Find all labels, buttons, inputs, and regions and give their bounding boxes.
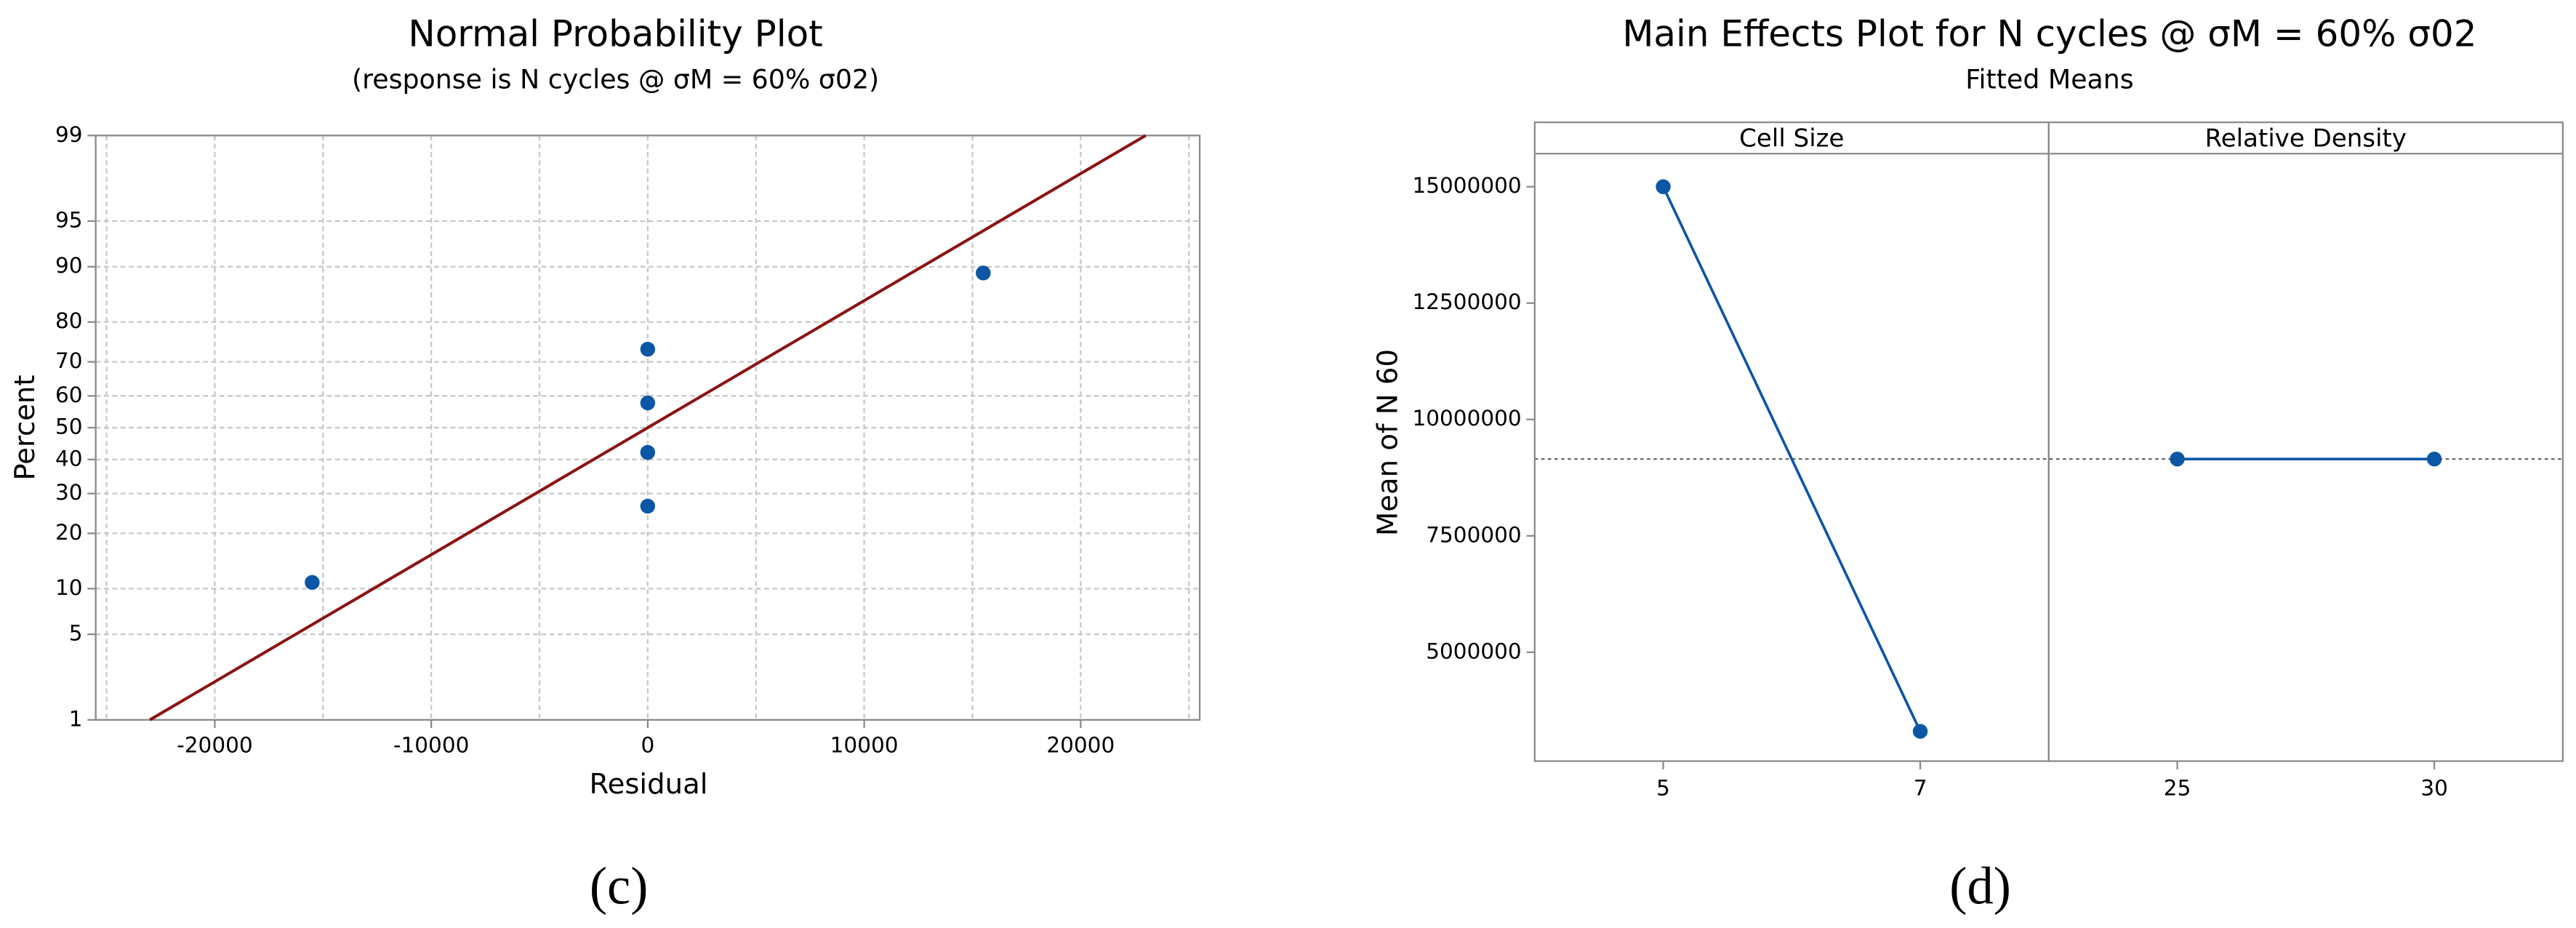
y-tick-label: 5000000	[1426, 639, 1521, 663]
chart-title: Main Effects Plot for N cycles @ σM = 60…	[1622, 13, 2476, 55]
y-tick-label: 20	[55, 520, 83, 545]
data-point	[2426, 451, 2442, 467]
data-point	[2170, 451, 2185, 467]
fit-line	[149, 134, 1147, 721]
y-tick-label: 1	[69, 706, 83, 731]
panel-frame	[1533, 121, 2050, 762]
data-point	[640, 341, 656, 357]
y-tick-label: 10	[55, 575, 83, 600]
x-tick-label: 20000	[1046, 733, 1115, 758]
panel-title: Cell Size	[1739, 124, 1844, 153]
x-tick-label: 25	[2164, 776, 2191, 801]
x-tick-label: 5	[1656, 776, 1670, 801]
data-point	[640, 498, 656, 514]
data-point	[640, 395, 656, 411]
y-tick-label: 15000000	[1413, 173, 1522, 198]
data-point	[976, 265, 991, 281]
caption: (d)	[1949, 857, 2011, 916]
data-point	[305, 575, 320, 591]
x-tick-label: -10000	[393, 733, 470, 758]
y-tick-label: 30	[55, 480, 83, 505]
x-tick-label: 0	[641, 733, 654, 758]
y-tick-label: 70	[55, 348, 83, 373]
y-tick-label: 10000000	[1413, 406, 1522, 431]
y-tick-label: 7500000	[1426, 522, 1521, 547]
effect-line	[1661, 185, 1922, 732]
y-tick-label: 5	[69, 621, 83, 646]
y-tick-label: 60	[55, 383, 83, 407]
y-axis-label: Percent	[9, 375, 41, 480]
y-tick-label: 90	[55, 253, 83, 278]
chart-subtitle: (response is N cycles @ σM = 60% σ02)	[352, 63, 879, 95]
x-axis-label: Residual	[590, 768, 708, 801]
panel-title: Relative Density	[2205, 124, 2407, 153]
x-tick-label: 30	[2420, 776, 2448, 801]
y-axis-label: Mean of N 60	[1372, 349, 1405, 536]
chart-title: Normal Probability Plot	[408, 13, 822, 55]
y-tick-label: 80	[55, 308, 83, 333]
x-tick-label: 10000	[830, 733, 899, 758]
chart-subtitle: Fitted Means	[1965, 63, 2134, 95]
caption: (c)	[590, 857, 649, 916]
y-tick-label: 99	[55, 122, 83, 147]
data-point	[640, 444, 656, 460]
data-point	[1912, 724, 1928, 739]
x-tick-label: 7	[1914, 776, 1927, 801]
y-tick-label: 40	[55, 446, 83, 471]
x-tick-label: -20000	[177, 733, 253, 758]
data-point	[1656, 179, 1671, 194]
y-tick-label: 12500000	[1413, 289, 1522, 314]
y-tick-label: 95	[55, 208, 83, 233]
y-tick-label: 50	[55, 415, 83, 439]
panel-frame	[2047, 121, 2564, 762]
